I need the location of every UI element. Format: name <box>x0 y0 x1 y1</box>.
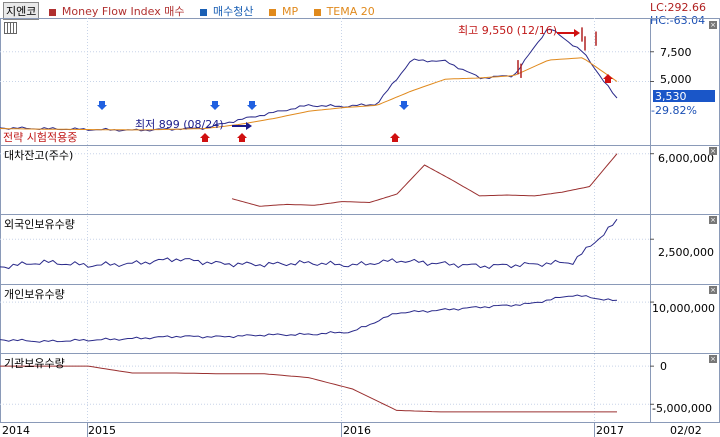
legend-label: Money Flow Index 매수 <box>61 5 185 18</box>
y-tick-price-7500: 7,500 <box>660 46 692 59</box>
low-pointer-arrow-icon <box>232 122 252 130</box>
panel-close-icon[interactable]: × <box>709 216 717 224</box>
legend-swatch <box>268 8 276 16</box>
panel-series-line <box>0 365 617 413</box>
panel-title-institution: 기관보유수량 <box>4 357 65 370</box>
current-price-box: 3,530 <box>653 90 715 103</box>
panel-frame <box>0 214 720 285</box>
stock-name-button[interactable]: 지엔코 <box>3 2 40 20</box>
y-tick-foreign-2.5m: 2,500,000 <box>658 246 714 259</box>
high-pointer-arrow-icon <box>557 29 580 37</box>
y-tick-short-6m: 6,000,000 <box>658 152 714 165</box>
legend-sell-close: 매수청산 <box>199 5 259 18</box>
panel-series-line <box>231 153 618 207</box>
legend-label: TEMA 20 <box>326 5 375 18</box>
chart-header: 지엔코 Money Flow Index 매수 매수청산 MP TEMA 20 <box>3 2 387 20</box>
panel-title-foreign: 외국인보유수량 <box>4 218 75 231</box>
panel-series-line <box>0 218 618 270</box>
sell-signal-arrow-icon <box>247 101 257 110</box>
legend-mfi-buy: Money Flow Index 매수 <box>48 5 191 18</box>
panel-close-icon[interactable]: × <box>709 147 717 155</box>
buy-signal-arrow-icon <box>237 133 247 142</box>
buy-signal-arrow-icon <box>390 133 400 142</box>
y-tick-inst-0: 0 <box>660 360 667 373</box>
y-tick-individual-10m: 10,000,000 <box>652 302 715 315</box>
panel-close-icon[interactable]: × <box>709 286 717 294</box>
price-series-line <box>0 28 618 132</box>
y-tick-inst-neg5m: -5,000,000 <box>652 402 712 415</box>
y-tick-price-5000: 5,000 <box>660 73 692 86</box>
panel-title-short-balance: 대차잔고(주수) <box>4 149 74 162</box>
close-icon[interactable]: × <box>709 21 717 29</box>
sell-signal-arrow-icon <box>210 101 220 110</box>
buy-signal-arrow-icon <box>603 74 613 83</box>
legend-label: 매수청산 <box>212 5 254 18</box>
low-annotation: 최저 899 (08/24) <box>135 118 224 131</box>
panel-frame <box>0 145 720 215</box>
hc-readout: HC:-63.04 <box>650 14 706 27</box>
legend-label: MP <box>281 5 299 18</box>
sell-signal-arrow-icon <box>97 101 107 110</box>
panel-series-line <box>0 294 618 343</box>
x-tick-2014: 2014 <box>2 424 30 437</box>
buy-signal-arrow-icon <box>200 133 210 142</box>
x-tick-2017: 2017 <box>596 424 624 437</box>
panel-title-individual: 개인보유수량 <box>4 288 65 301</box>
legend-swatch <box>199 8 207 16</box>
legend-mp: MP <box>268 5 304 18</box>
grid-toggle-icon[interactable] <box>4 22 17 34</box>
current-change: -29.82% <box>651 104 697 117</box>
x-tick-2015: 2015 <box>88 424 116 437</box>
x-tick-2016: 2016 <box>343 424 371 437</box>
legend-tema: TEMA 20 <box>313 5 381 18</box>
ma-series-line <box>0 57 618 131</box>
legend-swatch <box>48 8 56 16</box>
panel-close-icon[interactable]: × <box>709 355 717 363</box>
panel-frame <box>0 284 720 354</box>
strategy-notice: 전략 시험적용중 <box>3 131 78 144</box>
lc-readout: LC:292.66 <box>650 1 707 14</box>
x-end-date: 02/02 <box>670 424 702 437</box>
legend-swatch <box>313 8 321 16</box>
high-annotation: 최고 9,550 (12/16) <box>458 24 558 37</box>
sell-signal-arrow-icon <box>399 101 409 110</box>
